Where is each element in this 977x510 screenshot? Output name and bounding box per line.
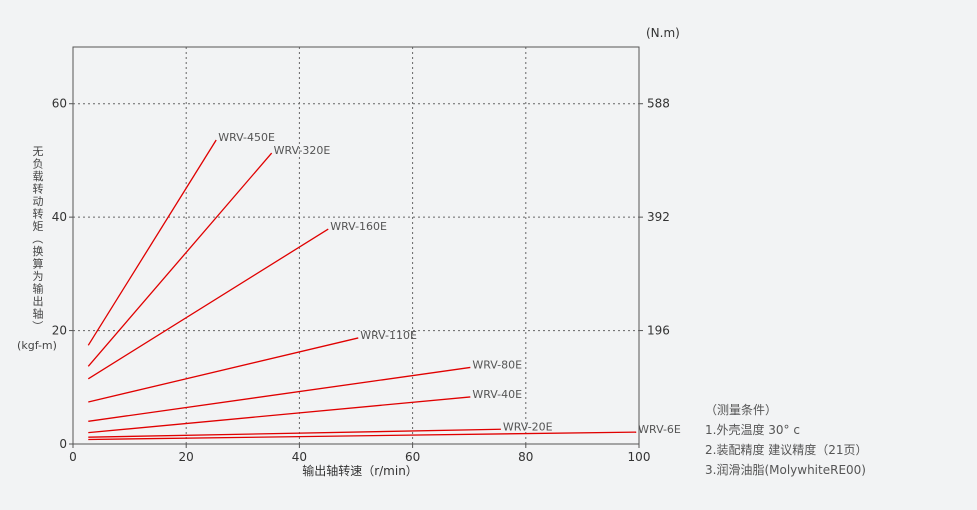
series-line-wrv-320e (87, 152, 273, 367)
y-axis-label-char: 转 (33, 207, 44, 221)
notes-title: （测量条件） (705, 403, 778, 417)
x-tick-label: 0 (69, 450, 77, 464)
y2-tick-label: 588 (647, 97, 670, 111)
measurement-conditions: （测量条件） 1.外壳温度 30° c 2.装配精度 建议精度（21页） 3.润… (705, 400, 868, 480)
series-line-wrv-80e (88, 366, 471, 422)
y-axis-unit: (kgf-m) (17, 339, 57, 352)
y-tick-label: 20 (52, 324, 67, 338)
y-axis-label-char: 动 (33, 195, 44, 208)
series-line-wrv-160e (87, 228, 329, 380)
series-line-wrv-110e (88, 337, 359, 403)
x-tick-label: 60 (405, 450, 420, 464)
y-axis-label-char: 出 (33, 294, 44, 308)
x-tick-label: 40 (292, 450, 307, 464)
series-label: WRV-6E (638, 423, 681, 436)
axis-ticks: 0 20 40 60 80 100 0 20 40 60 196 392 588 (52, 97, 670, 464)
y-axis-label-char: 轴 (33, 307, 44, 321)
x-tick-label: 100 (628, 450, 651, 464)
y-axis-label-char: 转 (33, 182, 44, 196)
y-axis-label-char: 算 (33, 257, 44, 271)
y-axis-label-char: 矩 (33, 220, 44, 233)
grid-lines (73, 47, 639, 444)
notes-item-2: 2.装配精度 建议精度（21页） (705, 443, 868, 457)
series-line-wrv-450e (87, 139, 217, 346)
y-tick-label: 40 (52, 210, 67, 224)
series-lines (87, 139, 637, 441)
y2-tick-label: 392 (647, 210, 670, 224)
series-label: WRV-110E (360, 329, 417, 342)
series-label: WRV-20E (503, 420, 553, 433)
series-line-wrv-20e (88, 428, 501, 438)
x-tick-label: 20 (179, 450, 194, 464)
y-axis-label-char: 换 (33, 244, 44, 258)
y-axis-label-char: 载 (33, 170, 44, 183)
y-axis-label-char: 无 (33, 145, 44, 158)
y-axis-label-char: （ (31, 233, 44, 244)
series-label: WRV-160E (330, 220, 387, 233)
series-line-wrv-40e (88, 396, 471, 434)
series-label: WRV-80E (472, 358, 522, 371)
series-label: WRV-450E (218, 131, 275, 144)
plot-frame (72, 46, 640, 445)
x-tick-label: 80 (518, 450, 533, 464)
y-axis-label-char: 输 (33, 282, 44, 296)
y2-tick-label: 196 (647, 324, 670, 338)
y-axis-label-char: ） (31, 321, 44, 332)
y-tick-label: 60 (52, 97, 67, 111)
y-axis-label-char: 负 (33, 157, 44, 171)
notes-item-3: 3.润滑油脂(MolywhiteRE00) (705, 463, 866, 477)
y2-unit-label: (N.m) (646, 26, 680, 40)
y-tick-label: 0 (59, 437, 67, 451)
x-axis-label: 输出轴转速（r/min） (302, 463, 418, 478)
notes-item-1: 1.外壳温度 30° c (705, 423, 800, 437)
y-axis-label-char: 为 (33, 270, 44, 283)
series-label: WRV-320E (274, 144, 331, 157)
series-line-wrv-6e (88, 431, 637, 441)
series-label: WRV-40E (472, 388, 522, 401)
